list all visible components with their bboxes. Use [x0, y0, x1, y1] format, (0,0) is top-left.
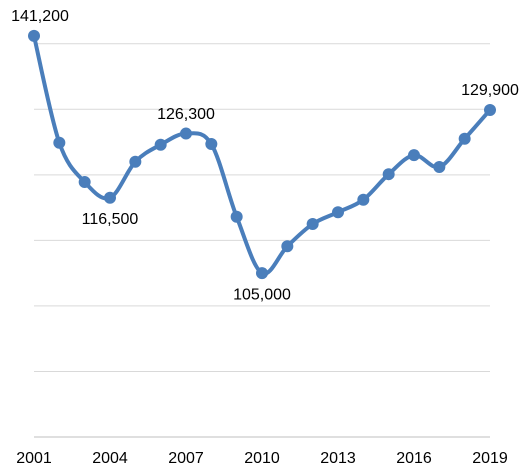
- x-tick-label: 2010: [244, 450, 280, 467]
- point: [230, 210, 243, 223]
- point: [205, 138, 218, 151]
- x-tick-label: 2019: [472, 450, 508, 467]
- point: [382, 168, 395, 181]
- data-label: 126,300: [157, 106, 215, 123]
- x-tick-label: 2001: [16, 450, 52, 467]
- data-label: 129,900: [461, 82, 519, 99]
- point: [129, 155, 142, 168]
- point: [180, 127, 192, 140]
- data-label: 105,000: [233, 286, 291, 303]
- point: [53, 136, 66, 149]
- point: [408, 149, 420, 162]
- point: [357, 193, 370, 206]
- point: [256, 267, 268, 280]
- x-tick-label: 2016: [396, 450, 432, 467]
- point: [332, 206, 344, 219]
- point: [28, 29, 40, 42]
- point: [306, 218, 319, 230]
- point: [433, 160, 446, 173]
- x-tick-label: 2013: [320, 450, 356, 467]
- point: [458, 132, 471, 145]
- data-label: 141,200: [11, 8, 69, 25]
- point: [484, 103, 496, 116]
- x-tick-label: 2007: [168, 450, 204, 467]
- data-label: 116,500: [82, 211, 139, 228]
- line: [32, 35, 492, 276]
- point: [78, 176, 91, 189]
- x-tick-label: 2004: [92, 450, 128, 467]
- point: [104, 191, 116, 204]
- point: [281, 240, 294, 253]
- point: [154, 138, 167, 151]
